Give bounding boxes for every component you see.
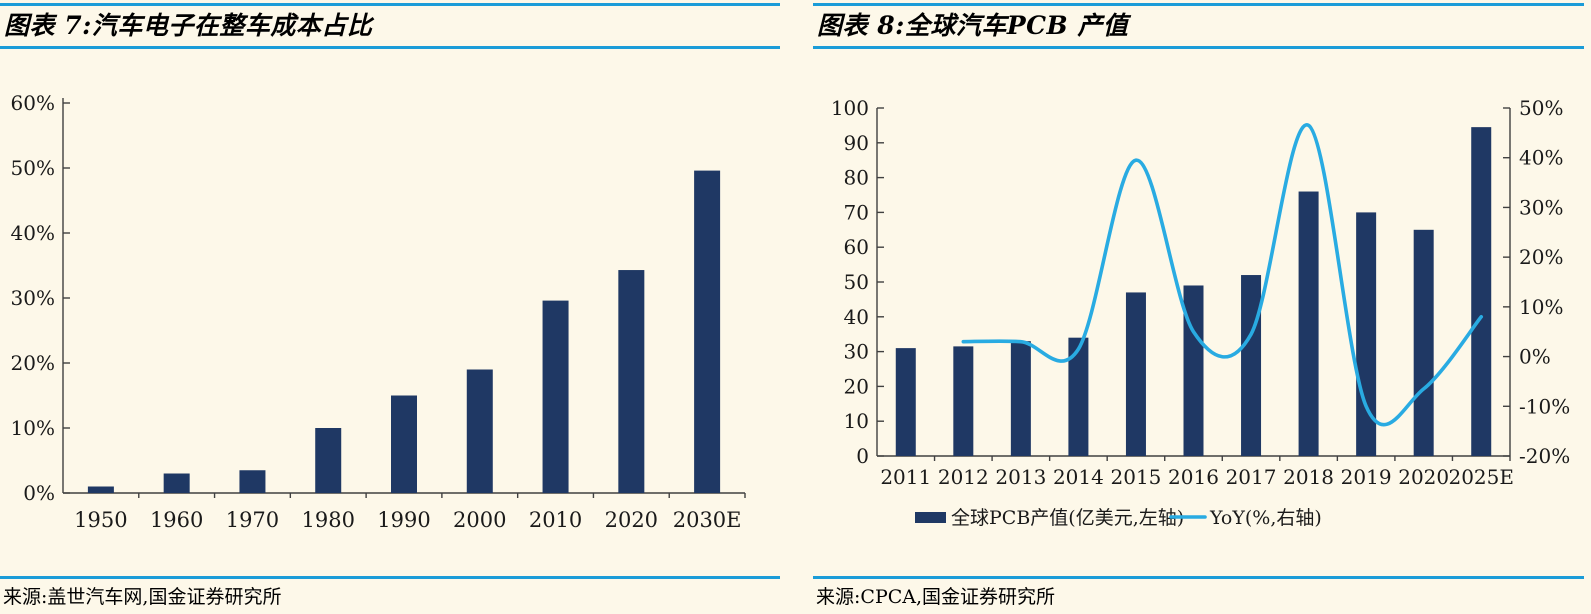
figure8-title: 图表 8:全球汽车PCB 产值 (817, 11, 1129, 40)
bar-2020 (1413, 229, 1434, 456)
figure8-plot: 0 10 20 30 40 50 60 70 80 90 100 -20% -10% 0% 10% 20% 30… (831, 96, 1570, 468)
left-y-tick-label: 70 (844, 200, 869, 224)
figure7-title-rule (0, 46, 780, 49)
x-tick-label: 2010 (529, 508, 582, 532)
y-tick-label: 0% (23, 481, 55, 505)
x-tick-label: 2019 (1341, 465, 1392, 489)
x-tick-label: 2013 (995, 465, 1046, 489)
x-tick-label: 1960 (150, 508, 203, 532)
bar-1970 (239, 470, 266, 493)
right-y-tick-label: 30% (1519, 195, 1563, 219)
left-y-tick-label: 90 (844, 131, 869, 155)
x-tick-label: 1990 (377, 508, 430, 532)
left-y-tick-label: 80 (844, 166, 869, 190)
bar-2015 (1125, 292, 1146, 456)
y-tick-label: 20% (11, 351, 55, 375)
x-tick-label: 2011 (880, 465, 931, 489)
bar-2017 (1241, 275, 1262, 456)
bar-1990 (391, 395, 417, 493)
figure8-title-rule (813, 46, 1584, 49)
figure7-panel: 图表 7:汽车电子在整车成本占比 0% 10% 20% 30% 40% 50% 60% 195… (0, 0, 780, 614)
x-tick-label: 2018 (1283, 465, 1334, 489)
y-tick-label: 40% (11, 221, 55, 245)
left-y-tick-label: 0 (856, 444, 869, 468)
legend-line-label: YoY(%,右轴) (1209, 507, 1322, 529)
figure8-panel: 图表 8:全球汽车PCB 产值 0 10 20 30 40 50 60 70 80 90 100 -2… (813, 0, 1584, 614)
figure8-chart: 0 10 20 30 40 50 60 70 80 90 100 -20% -10% 0% 10% 20% 30… (831, 96, 1570, 529)
figure8-bars (895, 127, 1492, 456)
bar-2014 (1068, 337, 1089, 456)
left-y-tick-label: 100 (831, 96, 869, 120)
bar-2012 (953, 346, 974, 456)
x-tick-label: 2012 (938, 465, 989, 489)
yoy-line (961, 123, 1484, 427)
figure7-bars (87, 170, 721, 493)
x-tick-label: 2016 (1168, 465, 1219, 489)
x-tick-label: 1980 (301, 508, 354, 532)
bar-2010 (542, 300, 569, 493)
right-y-tick-label: -10% (1519, 394, 1570, 418)
x-tick-label: 1950 (74, 508, 127, 532)
figure8-top-rule (813, 3, 1584, 6)
x-tick-label: 2015 (1111, 465, 1162, 489)
bar-1950 (87, 486, 114, 493)
bar-2020 (618, 270, 645, 493)
right-y-tick-label: 50% (1519, 96, 1563, 120)
left-y-tick-label: 50 (844, 270, 869, 294)
bar-2011 (895, 348, 916, 456)
left-y-tick-label: 30 (844, 340, 869, 364)
bar-2016 (1183, 285, 1204, 456)
figure7-source-rule (0, 576, 780, 579)
figure7-top-rule (0, 3, 780, 6)
bar-2018 (1298, 191, 1319, 456)
right-y-tick-label: 10% (1519, 295, 1563, 319)
right-y-tick-label: 0% (1519, 345, 1551, 369)
figure7-title: 图表 7:汽车电子在整车成本占比 (4, 11, 373, 40)
x-tick-label: 2020 (1398, 465, 1449, 489)
left-y-tick-label: 10 (844, 409, 869, 433)
x-tick-label: 2025E (1448, 465, 1514, 489)
x-tick-label: 2020 (605, 508, 658, 532)
right-y-tick-label: 20% (1519, 245, 1563, 269)
x-tick-label: 2014 (1053, 465, 1104, 489)
left-y-tick-label: 60 (844, 235, 869, 259)
left-y-tick-label: 20 (844, 374, 869, 398)
figure7-source: 来源:盖世汽车网,国金证券研究所 (3, 586, 282, 608)
bar-1980 (315, 428, 342, 493)
x-tick-label: 2000 (453, 508, 506, 532)
figure8-legend: 全球PCB产值(亿美元,左轴) YoY(%,右轴) (915, 507, 1322, 529)
figure8-source: 来源:CPCA,国金证券研究所 (816, 586, 1056, 608)
right-y-tick-label: -20% (1519, 444, 1570, 468)
bar-2013 (1010, 341, 1031, 456)
x-tick-label: 2030E (673, 508, 742, 532)
figure8-source-rule (813, 576, 1584, 579)
y-tick-label: 50% (11, 156, 55, 180)
x-tick-label: 2017 (1226, 465, 1277, 489)
figure7-source-block: 来源:盖世汽车网,国金证券研究所 (0, 576, 780, 614)
legend-bar-label: 全球PCB产值(亿美元,左轴) (951, 507, 1184, 529)
figure8-source-block: 来源:CPCA,国金证券研究所 (813, 576, 1584, 614)
bar-2000 (466, 369, 493, 493)
legend-bar-swatch (915, 512, 946, 523)
x-tick-label: 1970 (226, 508, 279, 532)
y-tick-label: 10% (11, 416, 55, 440)
bar-1960 (163, 473, 190, 493)
bar-2025E (1471, 127, 1492, 456)
figure7-chart: 0% 10% 20% 30% 40% 50% 60% 1950 1960 1970 1980 1990… (11, 91, 746, 532)
y-tick-label: 30% (11, 286, 55, 310)
right-y-tick-label: 40% (1519, 146, 1563, 170)
bar-2030E (694, 170, 721, 493)
y-tick-label: 60% (11, 91, 55, 115)
left-y-tick-label: 40 (844, 305, 869, 329)
